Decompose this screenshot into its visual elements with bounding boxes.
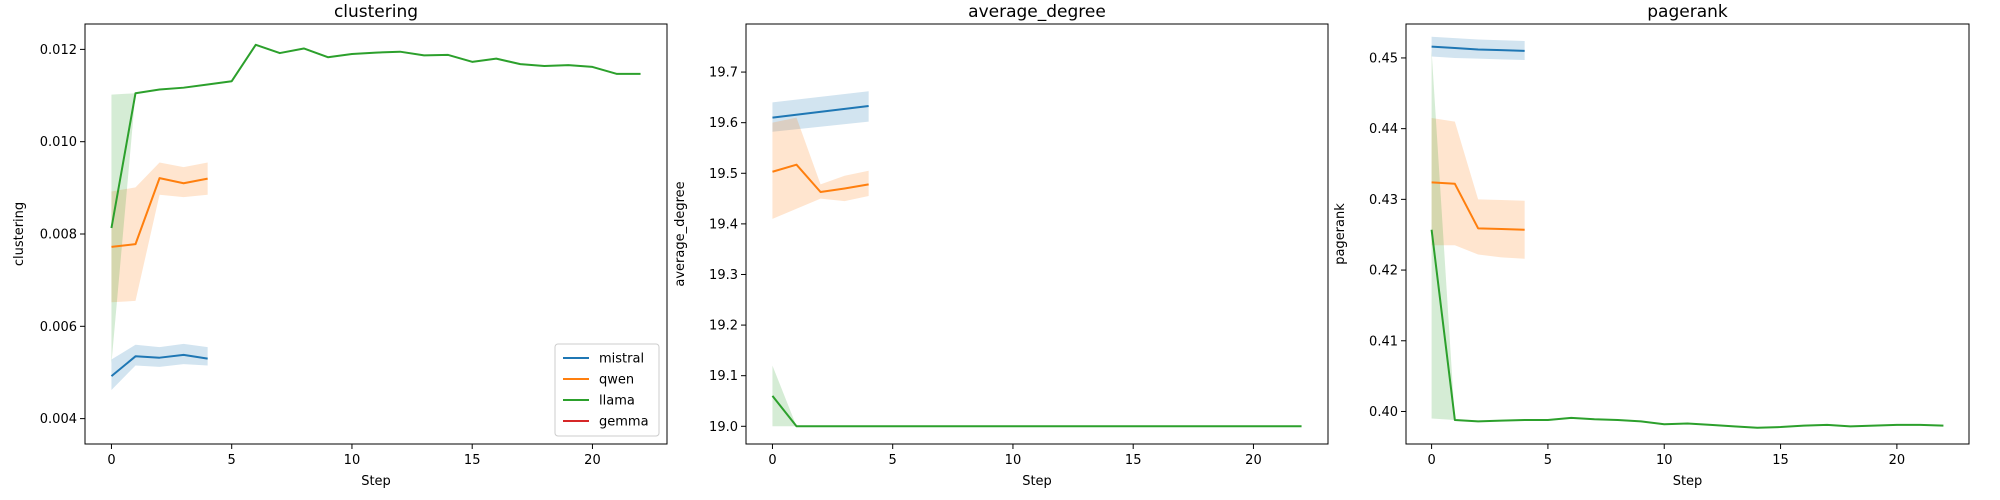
y-tick-label: 19.2: [709, 319, 738, 334]
y-tick-label: 19.5: [709, 167, 738, 182]
legend-box: [554, 343, 660, 437]
x-tick-label: 5: [1544, 453, 1552, 468]
x-tick-label: 0: [768, 453, 776, 468]
plot-area: [771, 91, 1302, 428]
y-axis-label: average_degree: [673, 181, 688, 286]
legend-label-mistral: mistral: [599, 352, 644, 367]
ci-band-llama: [111, 44, 641, 364]
legend: mistral qwen llama gemma: [554, 343, 660, 437]
ci-band-mistral: [111, 343, 208, 390]
x-tick-label: 10: [344, 453, 361, 468]
legend-label-qwen: qwen: [599, 373, 634, 388]
y-tick-label: 19.6: [709, 116, 738, 131]
series-line-llama: [771, 395, 1302, 428]
series-line-llama: [110, 43, 641, 229]
series-line-llama: [1430, 229, 1944, 429]
axes-frame: [1405, 23, 1970, 445]
y-tick-label: 19.1: [709, 369, 738, 384]
x-axis-label: Step: [1673, 474, 1703, 489]
chart-title: pagerank: [1647, 2, 1728, 22]
chart-panel-1: 0 5 10 15 20 19.0 19.1 19.2 19.3 19.4 19.5 19.6 19.7…: [673, 2, 1329, 489]
x-tick-label: 15: [1125, 453, 1142, 468]
x-tick-label: 5: [228, 453, 236, 468]
y-tick-label: 0.008: [40, 228, 77, 243]
x-tick-label: 10: [1005, 453, 1022, 468]
legend-label-llama: llama: [599, 394, 635, 409]
x-tick-label: 20: [584, 453, 601, 468]
plot-area: [110, 43, 641, 390]
y-tick-label: 0.42: [1369, 264, 1398, 279]
chart-panel-0: 0 5 10 15 20 0.004 0.006 0.008 0.010 0.012 cluster…: [12, 2, 668, 489]
y-axis-label: clustering: [12, 202, 27, 266]
y-axis-label: pagerank: [1333, 203, 1348, 265]
x-axis-label: Step: [361, 474, 391, 489]
ci-band-qwen: [1431, 118, 1525, 259]
plot-area: [1430, 36, 1944, 429]
y-tick-label: 0.43: [1369, 193, 1398, 208]
chart-title: average_degree: [968, 2, 1106, 22]
x-tick-label: 0: [107, 453, 115, 468]
series-line-mistral: [110, 353, 208, 377]
axes-frame: [745, 23, 1329, 445]
series-line-mistral: [1431, 45, 1525, 52]
ci-band-qwen: [772, 117, 869, 219]
ci-band-qwen: [111, 162, 208, 303]
series-line-qwen: [772, 163, 869, 193]
x-tick-label: 15: [1772, 453, 1789, 468]
series-line-qwen: [111, 177, 208, 248]
x-tick-label: 5: [889, 453, 897, 468]
x-tick-label: 20: [1889, 453, 1906, 468]
x-tick-label: 15: [464, 453, 481, 468]
x-tick-label: 10: [1656, 453, 1673, 468]
y-tick-label: 0.006: [40, 320, 77, 335]
y-tick-label: 0.41: [1369, 334, 1398, 349]
y-tick-label: 0.44: [1369, 122, 1398, 137]
x-tick-label: 0: [1427, 453, 1435, 468]
chart-panel-2: 0 5 10 15 20 0.40 0.41 0.42 0.43 0.44 0.45 pagerank…: [1333, 2, 1970, 489]
y-tick-label: 0.012: [40, 43, 77, 58]
x-tick-label: 20: [1245, 453, 1262, 468]
y-tick-label: 19.4: [709, 217, 738, 232]
y-tick-label: 19.3: [709, 268, 738, 283]
ci-band-llama: [772, 365, 1302, 427]
series-line-mistral: [772, 104, 869, 119]
y-tick-label: 19.7: [709, 66, 738, 81]
series-line-qwen: [1431, 181, 1525, 231]
y-tick-label: 19.0: [709, 420, 738, 435]
y-tick-label: 0.010: [40, 135, 77, 150]
ci-band-mistral: [1431, 36, 1525, 61]
x-axis-label: Step: [1022, 474, 1052, 489]
legend-label-gemma: gemma: [599, 415, 649, 430]
chart-title: clustering: [334, 2, 418, 22]
y-tick-label: 0.40: [1369, 405, 1398, 420]
y-tick-label: 0.004: [40, 412, 77, 427]
y-tick-label: 0.45: [1369, 51, 1398, 66]
